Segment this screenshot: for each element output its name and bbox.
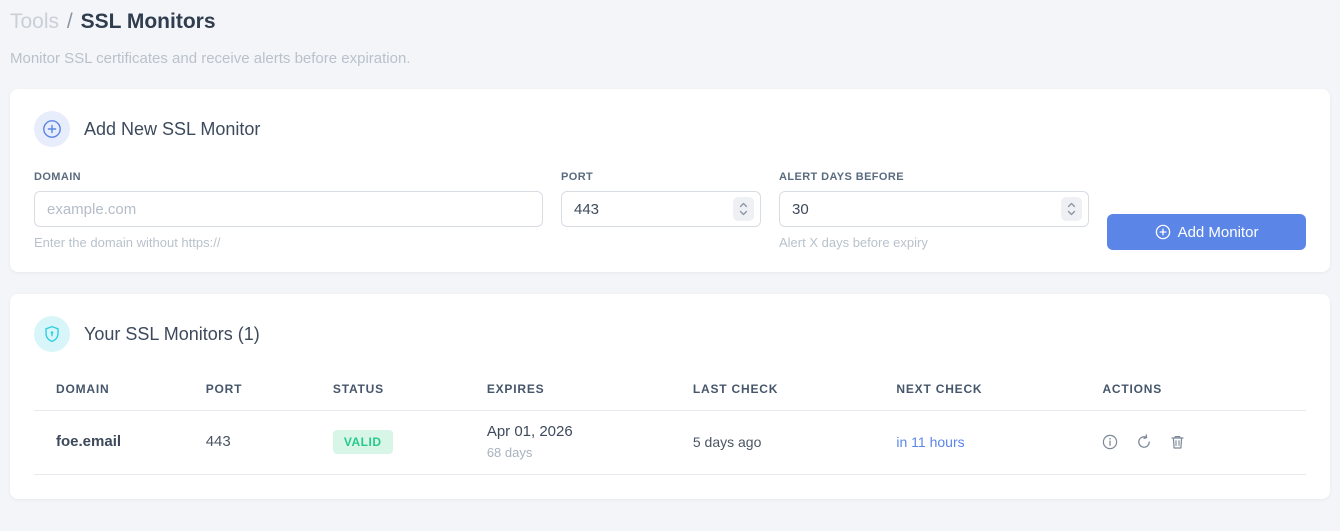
alert-days-label: ALERT DAYS BEFORE bbox=[779, 171, 904, 183]
port-stepper[interactable] bbox=[733, 197, 754, 221]
alert-days-stepper[interactable] bbox=[1061, 197, 1082, 221]
column-header-domain: DOMAIN bbox=[34, 374, 206, 411]
domain-label: DOMAIN bbox=[34, 171, 82, 183]
monitors-table: DOMAIN PORT STATUS EXPIRES LAST CHECK NE… bbox=[34, 374, 1306, 475]
column-header-actions: ACTIONS bbox=[1102, 374, 1306, 411]
add-monitor-card-title: Add New SSL Monitor bbox=[84, 118, 261, 139]
domain-field-group: DOMAIN Enter the domain without https:// bbox=[34, 171, 543, 250]
monitor-status-cell: VALID bbox=[332, 410, 487, 475]
domain-input[interactable] bbox=[34, 191, 543, 227]
alert-days-field-group: ALERT DAYS BEFORE Alert X days before ex… bbox=[779, 171, 1089, 250]
monitors-card: Your SSL Monitors (1) DOMAIN PORT STATUS… bbox=[10, 294, 1330, 499]
add-monitor-form: DOMAIN Enter the domain without https://… bbox=[34, 171, 1306, 250]
table-row: foe.email 443 VALID Apr 01, 2026 68 days… bbox=[34, 410, 1306, 475]
monitor-expires-cell: Apr 01, 2026 68 days bbox=[486, 410, 693, 475]
port-field-group: PORT bbox=[561, 171, 761, 227]
alert-days-helper-text: Alert X days before expiry bbox=[779, 235, 928, 250]
monitors-card-title: Your SSL Monitors (1) bbox=[84, 323, 260, 344]
column-header-expires: EXPIRES bbox=[486, 374, 693, 411]
port-label: PORT bbox=[561, 171, 594, 183]
add-monitor-button[interactable]: Add Monitor bbox=[1107, 214, 1306, 250]
expires-date: Apr 01, 2026 bbox=[486, 423, 573, 440]
add-monitor-card: Add New SSL Monitor DOMAIN Enter the dom… bbox=[10, 89, 1330, 272]
page-subtitle: Monitor SSL certificates and receive ale… bbox=[10, 50, 411, 67]
monitor-port: 443 bbox=[205, 410, 333, 475]
monitors-card-header: Your SSL Monitors (1) bbox=[34, 316, 1306, 352]
shield-lock-icon bbox=[34, 316, 70, 352]
monitor-domain: foe.email bbox=[34, 410, 206, 475]
status-badge: VALID bbox=[332, 429, 393, 454]
column-header-port: PORT bbox=[205, 374, 333, 411]
refresh-icon bbox=[1138, 433, 1151, 448]
delete-button[interactable] bbox=[1170, 434, 1185, 450]
column-header-next-check: NEXT CHECK bbox=[896, 374, 1103, 411]
circled-plus-icon bbox=[34, 111, 70, 147]
monitor-actions-cell bbox=[1102, 410, 1306, 475]
add-monitor-button-label: Add Monitor bbox=[1177, 223, 1259, 241]
refresh-button[interactable] bbox=[1136, 433, 1152, 450]
column-header-last-check: LAST CHECK bbox=[692, 374, 897, 411]
info-button[interactable] bbox=[1102, 434, 1118, 450]
ssl-monitors-page: Tools / SSL Monitors Monitor SSL certifi… bbox=[10, 8, 1330, 499]
add-monitor-card-header: Add New SSL Monitor bbox=[34, 111, 1306, 147]
monitor-next-check: in 11 hours bbox=[896, 410, 1103, 475]
page-title: SSL Monitors bbox=[80, 10, 216, 33]
alert-days-input[interactable] bbox=[779, 191, 1089, 227]
domain-helper-text: Enter the domain without https:// bbox=[34, 235, 221, 250]
breadcrumb-tools-link[interactable]: Tools bbox=[10, 10, 60, 33]
column-header-status: STATUS bbox=[332, 374, 487, 411]
monitor-last-check: 5 days ago bbox=[692, 410, 897, 475]
port-input[interactable] bbox=[561, 191, 761, 227]
breadcrumb-separator: / bbox=[66, 10, 73, 33]
table-header-row: DOMAIN PORT STATUS EXPIRES LAST CHECK NE… bbox=[34, 374, 1306, 411]
breadcrumb: Tools / SSL Monitors bbox=[10, 8, 1330, 34]
trash-icon bbox=[1171, 435, 1185, 449]
expires-days-remaining: 68 days bbox=[486, 445, 533, 460]
info-icon bbox=[1103, 434, 1118, 449]
circled-plus-icon bbox=[1155, 224, 1170, 240]
